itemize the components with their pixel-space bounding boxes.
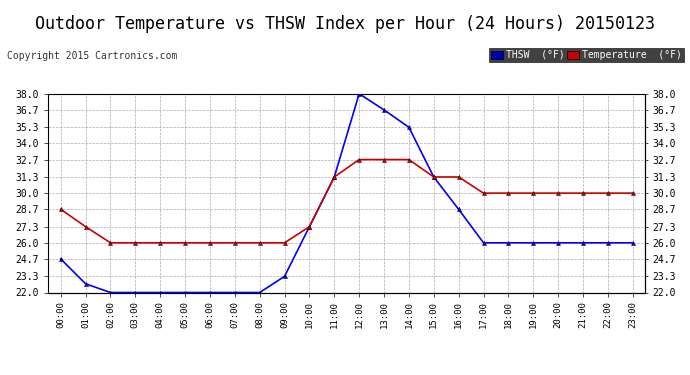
Text: Copyright 2015 Cartronics.com: Copyright 2015 Cartronics.com	[7, 51, 177, 61]
Legend: THSW  (°F), Temperature  (°F): THSW (°F), Temperature (°F)	[489, 48, 684, 62]
Text: Outdoor Temperature vs THSW Index per Hour (24 Hours) 20150123: Outdoor Temperature vs THSW Index per Ho…	[35, 15, 655, 33]
